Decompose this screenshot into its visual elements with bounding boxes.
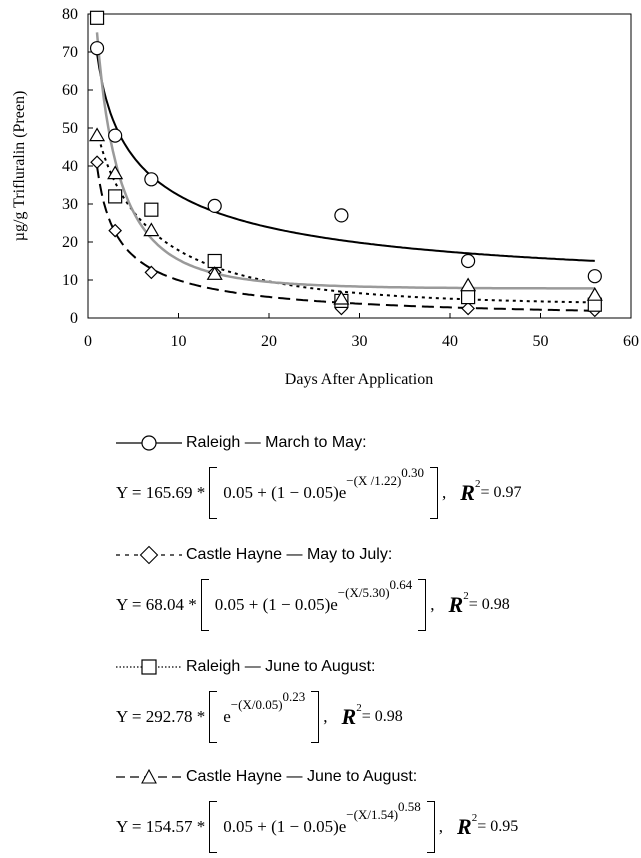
legend-line-diamond-icon [116,545,182,565]
x-axis-title: Days After Application [285,371,433,388]
x-tick-label: 0 [84,333,92,350]
data-point-diamond [144,265,159,280]
equation-exponent: −(X/1.54) [346,807,399,822]
data-point-triangle [460,277,477,292]
legend-line-square-icon [116,659,182,675]
equation-body: 0.05 + (1 − 0.05)e [223,817,347,836]
equation-body: 0.05 + (1 − 0.05)e [223,483,347,502]
y-tick-label: 30 [62,196,78,213]
r-squared-value: = 0.95 [477,818,519,835]
legend-item-raleigh-june-august: Raleigh — June to August: [116,656,375,678]
r-squared-label: R [457,814,472,839]
x-tick-label: 40 [442,333,458,350]
equation-left: Y = 68.04 * [116,595,197,614]
fit-curve-series-0 [96,53,595,262]
data-point-square [108,189,123,204]
data-point-circle [144,172,159,187]
x-tick-label: 60 [623,333,639,350]
data-point-diamond [90,155,104,170]
fit-curve-series-3 [95,32,595,290]
y-tick-label: 10 [62,272,78,289]
data-point-triangle [206,266,223,280]
r-squared-power: 2 [463,590,469,602]
r-squared-label: R [341,704,357,729]
y-tick-label: 40 [62,158,78,175]
data-point-triangle [586,287,603,301]
r-squared-power: 2 [356,702,362,714]
data-point-circle [108,128,123,143]
data-point-diamond [461,301,475,316]
y-tick-label: 60 [62,82,78,99]
equation-exponent: −(X /1.22) [346,473,402,488]
equation-power: 0.64 [389,577,413,592]
r-squared-value: = 0.98 [468,596,510,613]
r-squared-value: = 0.97 [480,484,522,501]
x-tick-label: 20 [261,333,277,350]
r-squared-label: R [460,480,475,505]
r-squared-power: 2 [474,478,481,490]
legend-line-circle-icon [116,435,182,451]
equation-power: 0.30 [401,465,425,480]
data-point-circle [587,269,602,284]
y-tick-label: 50 [62,120,78,137]
equation-castle-hayne-may-july: Y = 68.04 * 0.05 + (1 − 0.05)e −(X/5.30)… [116,577,510,632]
data-point-circle [89,41,105,56]
x-tick-label: 30 [352,333,368,350]
data-point-triangle [333,290,350,305]
x-tick-label: 50 [533,333,549,350]
legend-item-castle-hayne-may-july: Castle Hayne — May to July: [116,544,392,566]
data-point-square [144,202,159,217]
equation-left: Y = 165.69 * [116,483,206,502]
equation-body: e [223,707,231,726]
data-point-triangle [107,165,124,180]
y-tick-label: 20 [62,234,78,251]
data-point-circle [461,253,476,269]
equation-left: Y = 292.78 * [116,707,206,726]
equation-left: Y = 154.57 * [116,817,206,836]
r-squared-label: R [448,592,464,617]
y-axis-title: µg/g Trifluralin (Preen) [11,91,28,242]
chart: 0 10 20 30 40 50 60 70 80 0 10 20 30 40 50 60 Days Aft… [11,6,639,388]
x-tick-label: 10 [171,333,187,350]
fit-curve-series-1 [96,130,595,304]
data-point-circle [334,208,349,223]
y-tick-label: 0 [70,310,78,327]
equation-raleigh-june-august: Y = 292.78 * e −(X/0.05) 0.23 , R 2 = 0.… [116,689,403,744]
legend-line-triangle-icon [116,768,182,784]
equation-exponent: −(X/0.05) [230,697,283,712]
equation-power: 0.23 [282,689,306,704]
fit-curve-series-2 [96,166,595,312]
legend-item-castle-hayne-june-august: Castle Hayne — June to August: [116,766,417,788]
equation-body: 0.05 + (1 − 0.05)e [214,595,338,614]
y-tick-label: 70 [62,44,78,61]
data-point-circle [207,198,222,213]
equation-raleigh-march-may: Y = 165.69 * 0.05 + (1 − 0.05)e −(X /1.2… [116,465,522,520]
equation-castle-hayne-june-august: Y = 154.57 * 0.05 + (1 − 0.05)e −(X/1.54… [116,799,519,854]
legend-label: Castle Hayne — June to August: [186,768,418,785]
data-point-square [89,10,105,25]
r-squared-power: 2 [471,812,478,824]
data-point-triangle [143,222,160,237]
legend-label: Raleigh — March to May: [186,434,367,451]
data-point-triangle [89,127,106,142]
equation-exponent: −(X/5.30) [337,585,390,600]
data-point-diamond [108,223,122,238]
legend-item-raleigh-march-may: Raleigh — March to May: [116,432,367,454]
equation-power: 0.58 [398,799,421,814]
legend-label: Raleigh — June to August: [186,658,376,675]
r-squared-value: = 0.98 [361,708,403,725]
y-tick-label: 80 [62,6,78,23]
legend-label: Castle Hayne — May to July: [186,546,393,563]
